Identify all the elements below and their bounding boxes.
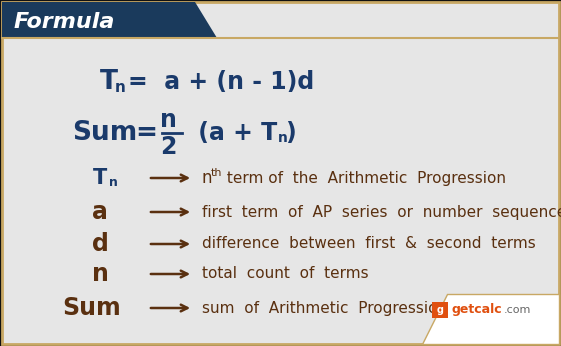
Text: ): ) [285, 121, 296, 145]
Polygon shape [422, 294, 559, 344]
Text: first  term  of  AP  series  or  number  sequence: first term of AP series or number sequen… [202, 204, 561, 219]
Text: =  a + (n - 1)d: = a + (n - 1)d [128, 70, 314, 94]
Text: T: T [100, 69, 118, 95]
Text: n: n [159, 108, 177, 132]
Text: sum  of  Arithmetic  Progression: sum of Arithmetic Progression [202, 300, 447, 316]
Text: total  count  of  terms: total count of terms [202, 266, 369, 282]
Text: 2: 2 [160, 135, 176, 159]
Text: term of  the  Arithmetic  Progression: term of the Arithmetic Progression [222, 171, 506, 185]
Text: n: n [202, 169, 213, 187]
Text: =: = [135, 120, 157, 146]
Text: (a + T: (a + T [190, 121, 277, 145]
Text: d: d [91, 232, 108, 256]
Polygon shape [2, 2, 217, 38]
Text: getcalc: getcalc [452, 303, 503, 317]
Text: a: a [92, 200, 108, 224]
Text: th: th [211, 168, 223, 178]
Text: n: n [109, 176, 118, 190]
Text: n: n [115, 81, 126, 95]
Text: difference  between  first  &  second  terms: difference between first & second terms [202, 237, 536, 252]
Text: n: n [91, 262, 108, 286]
FancyBboxPatch shape [432, 302, 448, 318]
Text: Sum: Sum [63, 296, 121, 320]
Text: n: n [278, 131, 288, 145]
Text: Sum: Sum [72, 120, 137, 146]
Text: g: g [436, 305, 444, 315]
Text: T: T [93, 168, 107, 188]
Text: Formula: Formula [14, 12, 116, 32]
Text: .com: .com [504, 305, 531, 315]
